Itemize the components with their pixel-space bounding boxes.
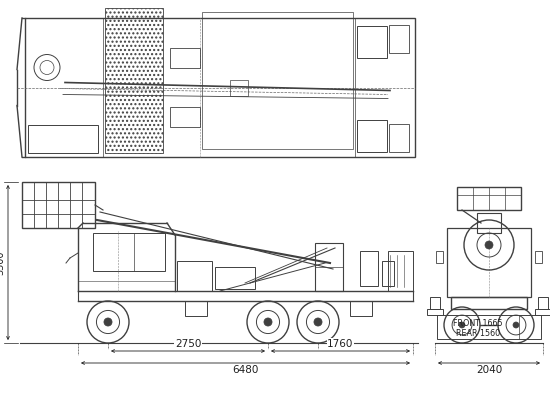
Bar: [93, 233, 165, 271]
Bar: [430, 297, 440, 309]
Bar: [230, 80, 248, 96]
Bar: [427, 309, 443, 315]
Text: 1760: 1760: [327, 339, 354, 349]
Bar: [389, 124, 409, 152]
Bar: [388, 251, 413, 291]
Bar: [389, 25, 409, 53]
Text: FRONT 1665: FRONT 1665: [453, 318, 503, 328]
Text: 2750: 2750: [175, 339, 201, 349]
Text: REAR 1560: REAR 1560: [456, 328, 500, 338]
Bar: [170, 48, 200, 68]
Bar: [451, 297, 527, 309]
Circle shape: [485, 241, 493, 249]
Circle shape: [264, 318, 272, 326]
Bar: [447, 228, 531, 297]
Bar: [360, 251, 378, 286]
Bar: [25, 18, 415, 157]
Text: 6480: 6480: [232, 365, 258, 375]
Text: 3300: 3300: [0, 250, 5, 275]
Bar: [535, 309, 550, 315]
Bar: [350, 301, 372, 316]
Bar: [436, 251, 443, 263]
Circle shape: [513, 322, 519, 328]
Bar: [28, 125, 98, 153]
Bar: [357, 26, 387, 58]
Bar: [477, 213, 501, 233]
Bar: [185, 301, 207, 316]
Bar: [357, 120, 387, 152]
Bar: [538, 297, 548, 309]
Circle shape: [314, 318, 322, 326]
Bar: [457, 187, 521, 210]
Bar: [177, 261, 212, 291]
Bar: [315, 243, 343, 291]
Bar: [170, 107, 200, 127]
Circle shape: [104, 318, 112, 326]
Bar: [382, 261, 394, 286]
Bar: [437, 315, 541, 339]
Bar: [22, 182, 95, 228]
Circle shape: [459, 322, 465, 328]
Bar: [105, 8, 163, 153]
Bar: [202, 12, 353, 149]
Bar: [215, 267, 255, 289]
Text: 2040: 2040: [476, 365, 502, 375]
Bar: [535, 251, 542, 263]
